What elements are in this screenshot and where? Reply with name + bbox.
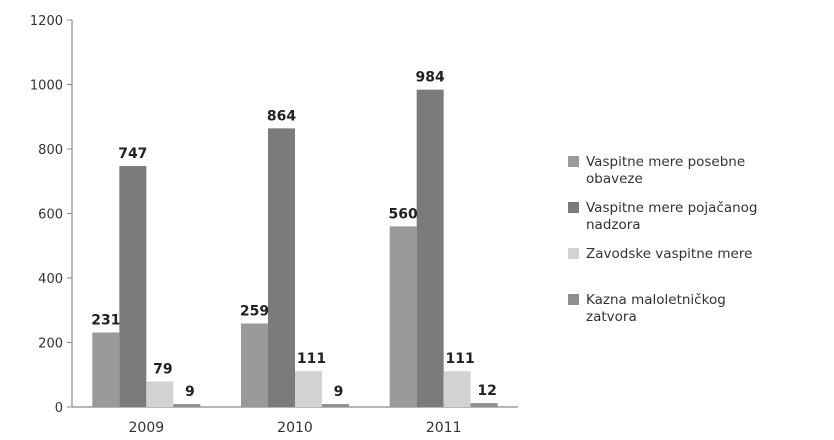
bar bbox=[389, 226, 417, 407]
data-label: 747 bbox=[118, 146, 147, 162]
legend-label: Vaspitne mere posebne bbox=[586, 154, 745, 170]
y-tick-label: 400 bbox=[38, 272, 63, 287]
y-tick-label: 200 bbox=[38, 337, 63, 352]
bar bbox=[295, 371, 322, 407]
bar bbox=[119, 166, 147, 407]
data-label: 984 bbox=[416, 70, 445, 86]
bar bbox=[443, 371, 471, 407]
bar bbox=[322, 404, 349, 407]
bar bbox=[173, 404, 201, 407]
legend-swatch bbox=[568, 294, 579, 305]
legend-label: Kazna maloletničkog bbox=[586, 292, 726, 308]
data-label: 12 bbox=[477, 383, 496, 399]
bar bbox=[470, 403, 498, 407]
legend-swatch bbox=[568, 156, 579, 167]
legend-swatch bbox=[568, 202, 579, 213]
data-label: 560 bbox=[389, 206, 418, 222]
bar bbox=[268, 128, 295, 408]
bar bbox=[92, 332, 120, 407]
data-label: 864 bbox=[267, 108, 296, 124]
data-label: 9 bbox=[185, 384, 195, 400]
y-tick-label: 1000 bbox=[30, 79, 63, 94]
legend-label: Zavodske vaspitne mere bbox=[586, 246, 752, 262]
bar bbox=[241, 323, 268, 407]
legend-label: nadzora bbox=[586, 217, 641, 233]
bar bbox=[146, 381, 174, 407]
bars bbox=[92, 89, 498, 408]
data-label: 231 bbox=[91, 313, 120, 329]
legend-swatch bbox=[568, 248, 579, 259]
data-label: 9 bbox=[334, 384, 344, 400]
y-tick-label: 1200 bbox=[30, 14, 63, 29]
y-tick-label: 0 bbox=[55, 401, 63, 416]
bar bbox=[416, 89, 444, 407]
y-tick-label: 800 bbox=[38, 143, 63, 158]
legend-label: Vaspitne mere pojačanog bbox=[586, 200, 758, 216]
data-label: 259 bbox=[240, 303, 269, 319]
axes: 0 200 400 600 800 1000 1200 2009 2010 2011 bbox=[30, 14, 518, 436]
y-tick-label: 600 bbox=[38, 208, 63, 223]
x-tick-label: 2011 bbox=[426, 420, 462, 436]
data-label: 111 bbox=[297, 351, 326, 367]
data-label: 111 bbox=[446, 351, 475, 367]
x-tick-label: 2009 bbox=[129, 420, 165, 436]
data-label: 79 bbox=[153, 362, 172, 378]
legend-label: zatvora bbox=[586, 309, 637, 325]
x-tick-label: 2010 bbox=[277, 420, 313, 436]
legend-label: obaveze bbox=[586, 171, 643, 187]
